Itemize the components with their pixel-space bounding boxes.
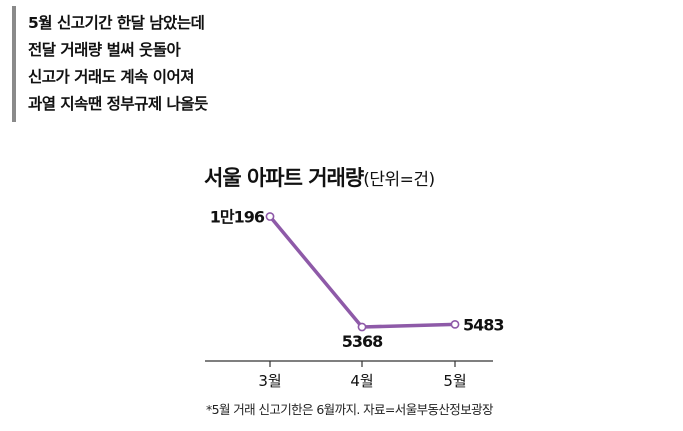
summary-line-2: 전달 거래량 벌써 웃돌아: [28, 41, 181, 59]
summary-line-4: 과열 지속땐 정부규제 나올듯: [28, 95, 208, 113]
chart-title-wrap: 서울 아파트 거래량(단위=건): [204, 162, 435, 192]
summary-line-1: 5월 신고기간 한달 남았는데: [28, 14, 205, 32]
chart-title: 서울 아파트 거래량: [204, 166, 364, 190]
x-tick-label: 3월: [258, 372, 281, 390]
summary-text: 5월 신고기간 한달 남았는데 전달 거래량 벌써 웃돌아 신고가 거래도 계속…: [28, 10, 208, 118]
footnote: *5월 거래 신고기한은 6월까지. 자료=서울부동산정보광장: [206, 402, 494, 417]
chart-unit-label: (단위=건): [363, 170, 435, 190]
data-point: [357, 322, 367, 332]
data-label: 1만196: [210, 208, 265, 227]
summary-bar: [12, 6, 16, 122]
x-tick-label: 4월: [350, 372, 373, 390]
x-tick-label: 5월: [443, 372, 466, 390]
data-label: 5483: [463, 315, 504, 334]
summary-line-3: 신고가 거래도 계속 이어져: [28, 68, 195, 86]
data-label: 5368: [342, 332, 383, 351]
data-point: [265, 212, 275, 221]
data-point: [450, 319, 460, 329]
series-line: [268, 214, 457, 329]
